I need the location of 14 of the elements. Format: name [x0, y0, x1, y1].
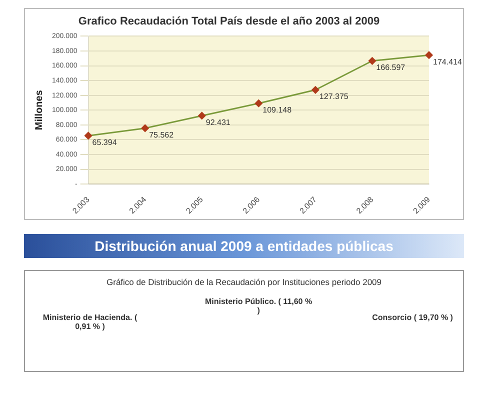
data-label: 127.375 [319, 92, 349, 102]
data-label: 65.394 [92, 138, 118, 147]
data-label: 109.148 [262, 106, 292, 115]
chart-title: Grafico Recaudación Total País desde el año 2003 al 2009 [78, 16, 380, 28]
text: Gráfico de Distribución de la Recaudación por Instituciones periodo 2009 [106, 277, 382, 287]
data-label: 166.597 [376, 63, 406, 72]
text: Distribución anual 2009 a entidades públicas [24, 234, 464, 258]
data-label: 75.562 [149, 130, 174, 140]
data-label: 174.414 [433, 57, 462, 66]
text: Consorcio ( 19,70 % ) [372, 313, 453, 324]
data-label: 92.431 [206, 118, 231, 127]
y-axis-title: Millones [34, 90, 45, 130]
text: Ministerio Público. ( 11,60 % ) [204, 297, 314, 317]
text: Ministerio de Hacienda. ( 0,91 % ) [42, 313, 138, 331]
